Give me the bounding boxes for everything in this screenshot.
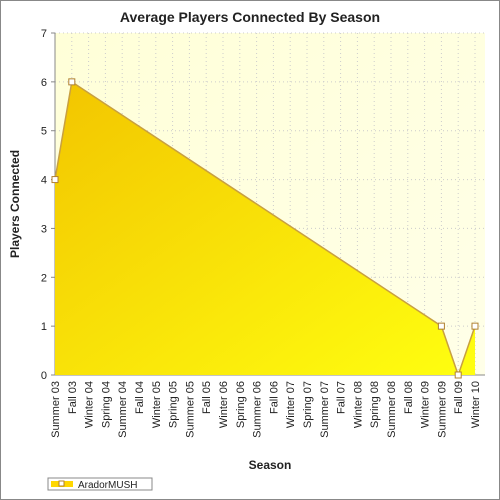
x-tick-label: Summer 05 <box>184 381 196 438</box>
x-tick-label: Winter 09 <box>420 381 432 428</box>
x-axis-label: Season <box>249 458 292 472</box>
x-tick-label: Winter 04 <box>84 381 96 428</box>
x-tick-label: Summer 03 <box>50 381 62 438</box>
x-tick-label: Spring 06 <box>235 381 247 428</box>
x-tick-label: Spring 08 <box>369 381 381 428</box>
point-marker <box>454 371 462 379</box>
x-tick-label: Spring 07 <box>302 381 314 428</box>
x-tick-label: Fall 08 <box>403 381 415 414</box>
y-tick-label: 5 <box>41 126 47 138</box>
x-tick-label: Spring 05 <box>168 381 180 428</box>
y-tick-label: 1 <box>41 321 47 333</box>
point-marker <box>68 78 76 86</box>
y-axis-label: Players Connected <box>8 150 22 258</box>
x-tick-label: Fall 04 <box>134 381 146 414</box>
x-tick-label: Fall 09 <box>453 381 465 414</box>
x-tick-label: Summer 07 <box>319 381 331 438</box>
x-tick-label: Fall 03 <box>67 381 79 414</box>
x-tick-label: Winter 08 <box>352 381 364 428</box>
x-tick-label: Summer 06 <box>252 381 264 438</box>
y-tick-label: 3 <box>41 223 47 235</box>
x-tick-label: Winter 10 <box>470 381 482 428</box>
x-tick-label: Summer 04 <box>117 381 129 438</box>
point-marker <box>471 322 479 330</box>
x-tick-label: Winter 07 <box>285 381 297 428</box>
x-tick-label: Fall 07 <box>336 381 348 414</box>
point-marker <box>51 176 59 184</box>
x-tick-label: Winter 06 <box>218 381 230 428</box>
x-tick-label: Fall 05 <box>201 381 213 414</box>
area <box>55 81 475 375</box>
x-tick-label: Summer 08 <box>386 381 398 438</box>
y-tick-label: 6 <box>41 77 47 89</box>
x-tick-label: Winter 05 <box>151 381 163 428</box>
y-tick-label: 4 <box>41 175 47 187</box>
x-tick-label: Fall 06 <box>268 381 280 414</box>
chart-title: Average Players Connected By Season <box>120 9 380 25</box>
legend-marker <box>58 480 65 487</box>
y-tick-label: 2 <box>41 272 47 284</box>
legend-label: AradorMUSH <box>78 480 137 491</box>
y-tick-label: 7 <box>41 28 47 40</box>
legend-box <box>47 477 153 491</box>
point-marker <box>437 322 445 330</box>
y-tick-label: 0 <box>41 370 47 382</box>
x-tick-label: Summer 09 <box>436 381 448 438</box>
x-tick-label: Spring 04 <box>100 381 112 428</box>
